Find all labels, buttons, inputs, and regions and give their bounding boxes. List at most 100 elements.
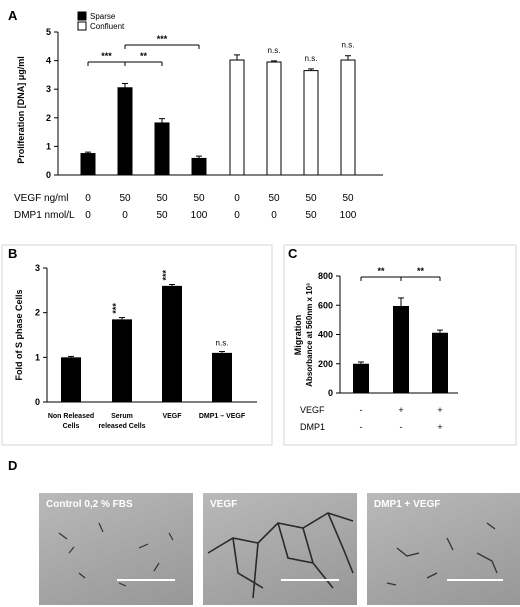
micrograph-control-texture [58, 522, 174, 587]
panel-c-letter: C [288, 246, 298, 261]
panel-b-category-label: VEGF [162, 413, 182, 420]
panel-b-significance-label: *** [111, 303, 121, 314]
panel-c-y-tick-label: 800 [318, 271, 333, 281]
panel-a-bar-confluent-2 [303, 70, 319, 176]
panel-b-bar-1 [112, 319, 132, 402]
panel-c-vegf-row-label: VEGF [300, 405, 325, 415]
scale-bar [117, 579, 175, 581]
panel-a-vegf-value: 50 [119, 193, 131, 204]
panel-c-dmp1-value: - [360, 422, 363, 432]
panel-a-bar-sparse-1 [117, 87, 133, 176]
panel-a-letter: A [8, 8, 18, 23]
panel-a-dmp1-value: 50 [305, 210, 317, 221]
micrograph-dmp1-vegf-label: DMP1 + VEGF [374, 499, 441, 510]
panel-a-vegf-value: 50 [156, 193, 168, 204]
micrograph-vegf-texture [207, 512, 354, 599]
panel-a-vegf-value: 50 [268, 193, 280, 204]
figure-canvas: A B C D 0 1 2 3 4 5 Proliferation [DNA] μg/ml S… [1, 8, 517, 473]
panel-b-y-axis-label: Fold of S phase Cells [14, 289, 24, 380]
panel-d-letter: D [8, 458, 17, 473]
panel-a-y-tick-label: 5 [46, 27, 51, 37]
panel-c-dmp1-row-label: DMP1 [300, 422, 325, 432]
panel-b-bar-3 [212, 352, 232, 402]
panel-c-bar-0 [353, 363, 369, 393]
panel-a-significance-label: *** [157, 34, 168, 44]
panel-a-dmp1-value: 0 [122, 210, 128, 221]
panel-a-vegf-value: 0 [234, 193, 240, 204]
panel-a-bar-confluent-1 [266, 61, 282, 176]
panel-b-bar-2 [162, 285, 182, 402]
micrograph-dmp1-vegf-texture [386, 522, 498, 586]
panel-b-frame [1, 244, 273, 446]
scale-bar [447, 579, 503, 581]
panel-c-significance-label: ** [417, 266, 425, 276]
panel-c-bar-1 [393, 305, 409, 393]
panel-c-y-tick-label: 600 [318, 300, 333, 310]
panel-a-vegf-row-label: VEGF ng/ml [14, 193, 68, 204]
panel-b-y-tick-label: 0 [35, 397, 40, 407]
panel-a-dmp1-value: 100 [340, 210, 357, 221]
panel-b-y-tick-label: 3 [35, 263, 40, 273]
panel-a-significance-label: *** [101, 51, 112, 61]
panel-b-y-tick-label: 1 [35, 352, 40, 362]
panel-b-category-label: Serum [111, 413, 133, 420]
panel-a-dmp1-value: 0 [85, 210, 91, 221]
panel-a-dmp1-value: 0 [234, 210, 240, 221]
panel-a-ns-label: n.s. [342, 41, 355, 50]
panel-a-y-tick-label: 3 [46, 84, 51, 94]
micrograph-dmp1-vegf: DMP1 + VEGF [367, 493, 520, 605]
panel-a-significance-label: ** [140, 51, 148, 61]
panel-a-y-tick-label: 0 [46, 170, 51, 180]
panel-a-vegf-value: 50 [193, 193, 205, 204]
panel-c-vegf-value: + [437, 405, 442, 415]
panel-b-category-label: released Cells [98, 423, 145, 430]
panel-a-bar-sparse-3 [191, 157, 207, 176]
panel-b-ns-label: n.s. [216, 339, 229, 348]
panel-a-bar-sparse-0 [80, 153, 96, 176]
panel-c-bar-2 [432, 332, 448, 393]
panel-c-significance-label: ** [377, 266, 385, 276]
panel-c-y-tick-label: 0 [328, 388, 333, 398]
panel-b-significance-label: *** [161, 270, 171, 281]
panel-a-y-tick-label: 2 [46, 113, 51, 123]
panel-a-dmp1-value: 50 [156, 210, 168, 221]
panel-a-vegf-value: 50 [305, 193, 317, 204]
panel-b-category-label: Cells [63, 423, 80, 430]
panel-a-legend-swatch-sparse [77, 11, 87, 21]
panel-a-dmp1-value: 100 [191, 210, 208, 221]
panel-b-category-label: Non Released [48, 413, 94, 420]
panel-b-category-label: DMP1 – VEGF [199, 413, 246, 420]
panel-c-vegf-value: + [398, 405, 403, 415]
micrograph-control: Control 0,2 % FBS [39, 493, 193, 605]
panel-c-y-axis-label: Migration [293, 315, 303, 356]
panel-a-bar-confluent-3 [340, 59, 356, 176]
panel-c-y-axis-label-units: Absorbance at 560nm x 10³ [305, 283, 314, 387]
panel-a-dmp1-row-label: DMP1 nmol/L [14, 210, 75, 221]
panel-b-bar-0 [61, 357, 81, 402]
scale-bar [281, 579, 339, 581]
panel-c-vegf-value: - [360, 405, 363, 415]
micrograph-vegf: VEGF [203, 493, 357, 605]
panel-a-legend-sparse: Sparse [90, 12, 116, 21]
panel-c-dmp1-value: + [437, 422, 442, 432]
panel-c-y-tick-label: 400 [318, 330, 333, 340]
panel-a-vegf-value: 0 [85, 193, 91, 204]
panel-a-legend-confluent: Confluent [90, 22, 125, 31]
panel-a-legend-swatch-confluent [77, 21, 87, 31]
panel-a-y-axis-label: Proliferation [DNA] μg/ml [16, 56, 26, 164]
panel-a-bar-confluent-0 [229, 59, 245, 176]
panel-a-ns-label: n.s. [305, 54, 318, 63]
micrograph-control-label: Control 0,2 % FBS [46, 499, 133, 510]
panel-c-frame [283, 244, 517, 446]
panel-a-bar-sparse-2 [154, 122, 170, 176]
panel-a-dmp1-value: 0 [271, 210, 277, 221]
panel-a-vegf-value: 50 [342, 193, 354, 204]
panel-a-y-tick-label: 1 [46, 141, 51, 151]
panel-c-dmp1-value: - [400, 422, 403, 432]
micrograph-vegf-label: VEGF [210, 499, 238, 510]
panel-b-y-tick-label: 2 [35, 308, 40, 318]
panel-b-letter: B [8, 246, 17, 261]
panel-a-ns-label: n.s. [268, 46, 281, 55]
panel-c-y-tick-label: 200 [318, 359, 333, 369]
panel-a-y-tick-label: 4 [46, 56, 51, 66]
